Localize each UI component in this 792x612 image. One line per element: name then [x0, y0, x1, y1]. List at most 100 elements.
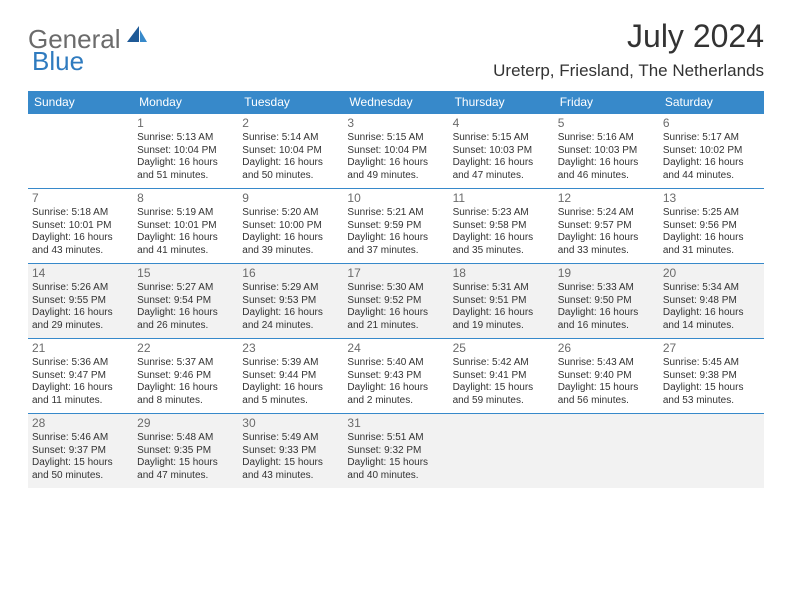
day-cell: [28, 114, 133, 189]
day-number: 29: [137, 416, 234, 431]
col-thursday: Thursday: [449, 91, 554, 114]
day-cell: [449, 414, 554, 489]
daylight-text: Daylight: 15 hours: [347, 457, 444, 470]
day-number: 15: [137, 266, 234, 281]
daylight-text: and 16 minutes.: [558, 320, 655, 333]
col-sunday: Sunday: [28, 91, 133, 114]
daylight-text: and 53 minutes.: [663, 395, 760, 408]
sunset-text: Sunset: 9:32 PM: [347, 445, 444, 458]
sunrise-text: Sunrise: 5:15 AM: [347, 132, 444, 145]
day-cell: 17Sunrise: 5:30 AMSunset: 9:52 PMDayligh…: [343, 264, 448, 339]
daylight-text: Daylight: 16 hours: [663, 307, 760, 320]
sunset-text: Sunset: 9:35 PM: [137, 445, 234, 458]
sunset-text: Sunset: 9:48 PM: [663, 295, 760, 308]
day-cell: 28Sunrise: 5:46 AMSunset: 9:37 PMDayligh…: [28, 414, 133, 489]
sunrise-text: Sunrise: 5:18 AM: [32, 207, 129, 220]
day-cell: 31Sunrise: 5:51 AMSunset: 9:32 PMDayligh…: [343, 414, 448, 489]
day-header-row: Sunday Monday Tuesday Wednesday Thursday…: [28, 91, 764, 114]
day-number: 10: [347, 191, 444, 206]
day-number: 30: [242, 416, 339, 431]
sunrise-text: Sunrise: 5:14 AM: [242, 132, 339, 145]
day-number: 2: [242, 116, 339, 131]
calendar-table: Sunday Monday Tuesday Wednesday Thursday…: [28, 91, 764, 488]
daylight-text: Daylight: 16 hours: [347, 382, 444, 395]
title-block: July 2024 Ureterp, Friesland, The Nether…: [493, 18, 764, 87]
day-number: 6: [663, 116, 760, 131]
daylight-text: Daylight: 15 hours: [242, 457, 339, 470]
sunset-text: Sunset: 10:02 PM: [663, 145, 760, 158]
col-saturday: Saturday: [659, 91, 764, 114]
daylight-text: and 50 minutes.: [32, 470, 129, 483]
day-cell: 20Sunrise: 5:34 AMSunset: 9:48 PMDayligh…: [659, 264, 764, 339]
day-cell: 4Sunrise: 5:15 AMSunset: 10:03 PMDayligh…: [449, 114, 554, 189]
sunrise-text: Sunrise: 5:19 AM: [137, 207, 234, 220]
daylight-text: Daylight: 15 hours: [558, 382, 655, 395]
sunrise-text: Sunrise: 5:43 AM: [558, 357, 655, 370]
day-number: 23: [242, 341, 339, 356]
daylight-text: Daylight: 16 hours: [558, 157, 655, 170]
sunrise-text: Sunrise: 5:46 AM: [32, 432, 129, 445]
sunrise-text: Sunrise: 5:13 AM: [137, 132, 234, 145]
sunset-text: Sunset: 9:43 PM: [347, 370, 444, 383]
day-cell: 3Sunrise: 5:15 AMSunset: 10:04 PMDayligh…: [343, 114, 448, 189]
day-cell: 29Sunrise: 5:48 AMSunset: 9:35 PMDayligh…: [133, 414, 238, 489]
daylight-text: Daylight: 16 hours: [137, 382, 234, 395]
sunset-text: Sunset: 9:33 PM: [242, 445, 339, 458]
sunrise-text: Sunrise: 5:42 AM: [453, 357, 550, 370]
daylight-text: Daylight: 16 hours: [242, 157, 339, 170]
day-number: 8: [137, 191, 234, 206]
daylight-text: Daylight: 16 hours: [663, 232, 760, 245]
daylight-text: Daylight: 15 hours: [663, 382, 760, 395]
sunrise-text: Sunrise: 5:48 AM: [137, 432, 234, 445]
daylight-text: and 46 minutes.: [558, 170, 655, 183]
brand-sail-icon: [125, 24, 149, 49]
week-row: 14Sunrise: 5:26 AMSunset: 9:55 PMDayligh…: [28, 264, 764, 339]
sunset-text: Sunset: 10:04 PM: [137, 145, 234, 158]
day-number: 14: [32, 266, 129, 281]
week-row: 7Sunrise: 5:18 AMSunset: 10:01 PMDayligh…: [28, 189, 764, 264]
sunset-text: Sunset: 9:41 PM: [453, 370, 550, 383]
daylight-text: and 29 minutes.: [32, 320, 129, 333]
day-cell: 8Sunrise: 5:19 AMSunset: 10:01 PMDayligh…: [133, 189, 238, 264]
daylight-text: Daylight: 15 hours: [453, 382, 550, 395]
page-header: General July 2024 Ureterp, Friesland, Th…: [28, 18, 764, 87]
day-number: 21: [32, 341, 129, 356]
sunrise-text: Sunrise: 5:27 AM: [137, 282, 234, 295]
day-cell: 26Sunrise: 5:43 AMSunset: 9:40 PMDayligh…: [554, 339, 659, 414]
day-cell: 10Sunrise: 5:21 AMSunset: 9:59 PMDayligh…: [343, 189, 448, 264]
day-number: 22: [137, 341, 234, 356]
daylight-text: Daylight: 16 hours: [347, 307, 444, 320]
sunset-text: Sunset: 9:47 PM: [32, 370, 129, 383]
daylight-text: Daylight: 16 hours: [242, 232, 339, 245]
sunrise-text: Sunrise: 5:51 AM: [347, 432, 444, 445]
daylight-text: and 47 minutes.: [137, 470, 234, 483]
day-cell: 7Sunrise: 5:18 AMSunset: 10:01 PMDayligh…: [28, 189, 133, 264]
sunrise-text: Sunrise: 5:39 AM: [242, 357, 339, 370]
day-cell: 19Sunrise: 5:33 AMSunset: 9:50 PMDayligh…: [554, 264, 659, 339]
day-number: 25: [453, 341, 550, 356]
day-cell: 11Sunrise: 5:23 AMSunset: 9:58 PMDayligh…: [449, 189, 554, 264]
sunrise-text: Sunrise: 5:36 AM: [32, 357, 129, 370]
sunset-text: Sunset: 10:04 PM: [347, 145, 444, 158]
sunset-text: Sunset: 10:03 PM: [558, 145, 655, 158]
day-cell: 14Sunrise: 5:26 AMSunset: 9:55 PMDayligh…: [28, 264, 133, 339]
day-number: 3: [347, 116, 444, 131]
sunrise-text: Sunrise: 5:40 AM: [347, 357, 444, 370]
sunrise-text: Sunrise: 5:25 AM: [663, 207, 760, 220]
day-cell: 30Sunrise: 5:49 AMSunset: 9:33 PMDayligh…: [238, 414, 343, 489]
daylight-text: Daylight: 16 hours: [137, 232, 234, 245]
day-number: 9: [242, 191, 339, 206]
sunset-text: Sunset: 9:40 PM: [558, 370, 655, 383]
sunset-text: Sunset: 10:00 PM: [242, 220, 339, 233]
sunrise-text: Sunrise: 5:34 AM: [663, 282, 760, 295]
sunrise-text: Sunrise: 5:31 AM: [453, 282, 550, 295]
day-cell: 24Sunrise: 5:40 AMSunset: 9:43 PMDayligh…: [343, 339, 448, 414]
sunrise-text: Sunrise: 5:23 AM: [453, 207, 550, 220]
day-number: 18: [453, 266, 550, 281]
col-tuesday: Tuesday: [238, 91, 343, 114]
day-cell: 16Sunrise: 5:29 AMSunset: 9:53 PMDayligh…: [238, 264, 343, 339]
daylight-text: and 2 minutes.: [347, 395, 444, 408]
calendar-page: General July 2024 Ureterp, Friesland, Th…: [0, 0, 792, 612]
day-cell: 12Sunrise: 5:24 AMSunset: 9:57 PMDayligh…: [554, 189, 659, 264]
week-row: 28Sunrise: 5:46 AMSunset: 9:37 PMDayligh…: [28, 414, 764, 489]
